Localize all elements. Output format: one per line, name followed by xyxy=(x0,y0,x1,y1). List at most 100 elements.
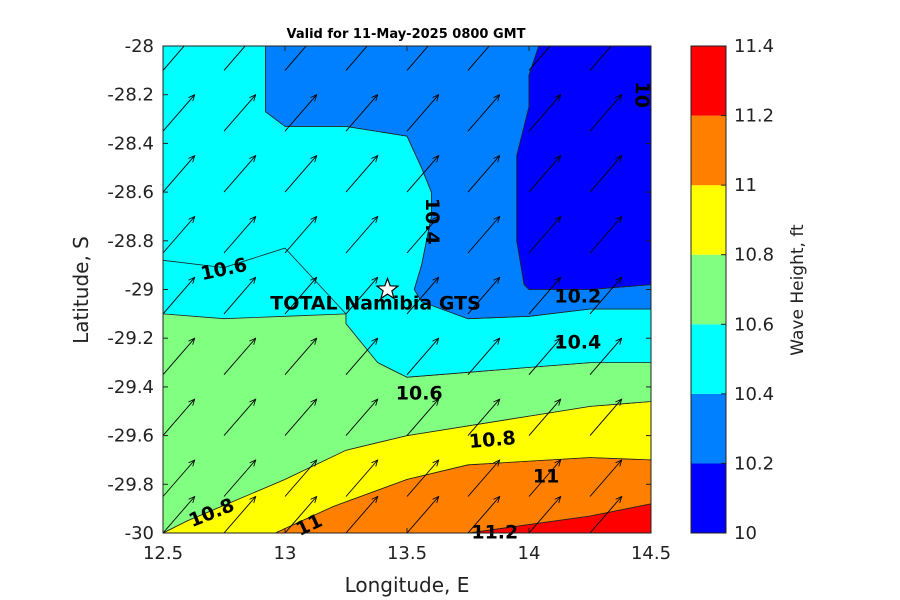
wind-arrow xyxy=(650,191,651,193)
wind-arrow xyxy=(589,338,622,375)
colorbar-swatch xyxy=(691,254,726,325)
x-axis-label: Longitude, E xyxy=(345,573,470,597)
colorbar-swatch xyxy=(691,324,726,394)
y-tick-label: -28.8 xyxy=(107,231,154,252)
wind-arrow xyxy=(528,156,561,193)
wind-arrow xyxy=(406,460,439,497)
wind-arrow xyxy=(650,69,651,71)
wind-arrow xyxy=(284,497,317,533)
wind-arrow xyxy=(284,95,317,132)
wind-arrow xyxy=(528,497,561,533)
y-axis-label: Latitude, S xyxy=(69,236,93,344)
wind-arrow xyxy=(163,156,195,193)
wind-arrow xyxy=(406,399,439,436)
wind-arrow xyxy=(467,338,500,375)
wind-arrow xyxy=(406,95,439,132)
wind-arrow xyxy=(223,460,256,497)
wind-arrow xyxy=(345,46,368,71)
colorbar-tick-label: 10 xyxy=(734,523,757,544)
wind-arrow xyxy=(223,95,256,132)
wind-arrow xyxy=(163,460,195,497)
y-tick-label: -28.4 xyxy=(107,133,154,154)
colorbar-tick-label: 11.2 xyxy=(734,106,774,127)
y-tick-label: -28.2 xyxy=(107,85,154,106)
wind-arrow xyxy=(650,434,651,436)
colorbar-swatch xyxy=(691,115,726,186)
y-tick-label: -29.2 xyxy=(107,328,154,349)
contour-label: 10.2 xyxy=(554,285,601,307)
wind-arrow xyxy=(284,338,317,375)
wind-arrow xyxy=(406,156,439,193)
contour-label: 10.4 xyxy=(421,198,443,245)
y-tick-label: -29 xyxy=(125,280,154,301)
colorbar: 10 10.2 10.4 10.6 10.8 11 11.2 11.4 xyxy=(690,36,774,544)
wind-arrow xyxy=(345,460,378,497)
wind-arrow xyxy=(467,156,500,193)
wind-arrow xyxy=(589,460,622,497)
wind-arrow xyxy=(223,277,256,315)
colorbar-swatch xyxy=(691,463,726,533)
wind-arrow xyxy=(589,399,622,436)
wind-arrow xyxy=(650,313,651,314)
x-tick-label: 13.5 xyxy=(387,543,427,564)
wind-arrow xyxy=(589,95,622,132)
wind-arrow xyxy=(284,460,317,497)
wind-arrow xyxy=(406,338,439,375)
wind-arrow xyxy=(406,46,429,71)
wind-arrow xyxy=(467,460,500,497)
colorbar-swatch xyxy=(691,185,726,255)
y-tick-label: -28 xyxy=(125,36,154,57)
x-tick-label: 13 xyxy=(274,543,297,564)
colorbar-swatch xyxy=(691,393,726,464)
wind-arrow xyxy=(284,399,317,436)
wind-arrow xyxy=(345,156,378,193)
wind-arrow xyxy=(467,399,500,436)
y-tick-label: -29.8 xyxy=(107,474,154,495)
wind-arrow xyxy=(345,95,378,132)
wind-arrow xyxy=(467,277,500,315)
wind-arrow xyxy=(467,217,500,254)
wind-arrow xyxy=(284,217,317,254)
wind-vectors xyxy=(163,46,651,533)
wind-arrow xyxy=(163,46,185,71)
y-tick-label: -28.6 xyxy=(107,182,154,203)
station-star-icon xyxy=(375,276,400,300)
wind-arrow xyxy=(163,217,195,254)
wind-arrow xyxy=(650,374,651,375)
wind-arrow xyxy=(345,497,378,533)
contour-label: 10.8 xyxy=(468,427,517,453)
wind-arrow xyxy=(223,156,256,193)
wind-arrow xyxy=(589,46,612,71)
wind-arrow xyxy=(223,497,256,533)
wind-arrow xyxy=(163,399,195,436)
y-axis-ticks: -28 -28.2 -28.4 -28.6 -28.8 -29 -29.2 -29.4 -29.… xyxy=(107,36,651,544)
station-label: TOTAL Namibia GTS xyxy=(270,293,481,315)
wind-arrow xyxy=(528,399,561,436)
wind-arrow xyxy=(223,217,256,254)
wind-arrow xyxy=(589,156,622,193)
contour-label: 10 xyxy=(630,81,653,108)
colorbar-tick-label: 11 xyxy=(734,175,757,196)
wind-arrow xyxy=(528,338,561,375)
wind-arrow xyxy=(589,277,622,315)
colorbar-frame xyxy=(690,45,727,534)
y-tick-label: -30 xyxy=(125,523,154,544)
wind-arrow xyxy=(528,277,561,315)
contour-band-10-10.2 xyxy=(516,46,651,290)
wind-arrow xyxy=(406,277,439,315)
x-tick-label: 14 xyxy=(518,543,541,564)
wind-arrow xyxy=(345,217,378,254)
colorbar-tick-label: 11.4 xyxy=(734,36,774,57)
wind-arrow xyxy=(528,460,561,497)
wind-arrow xyxy=(345,399,378,436)
wind-arrow xyxy=(650,495,651,497)
chart-title: Valid for 11-May-2025 0800 GMT xyxy=(287,27,526,42)
station-marker: TOTAL Namibia GTS xyxy=(270,276,481,315)
wind-arrow xyxy=(650,532,651,533)
x-tick-label: 14.5 xyxy=(631,543,671,564)
wind-arrow xyxy=(467,497,500,533)
wind-arrow xyxy=(406,217,439,254)
wind-arrow xyxy=(284,156,317,193)
y-tick-label: -29.4 xyxy=(107,377,154,398)
